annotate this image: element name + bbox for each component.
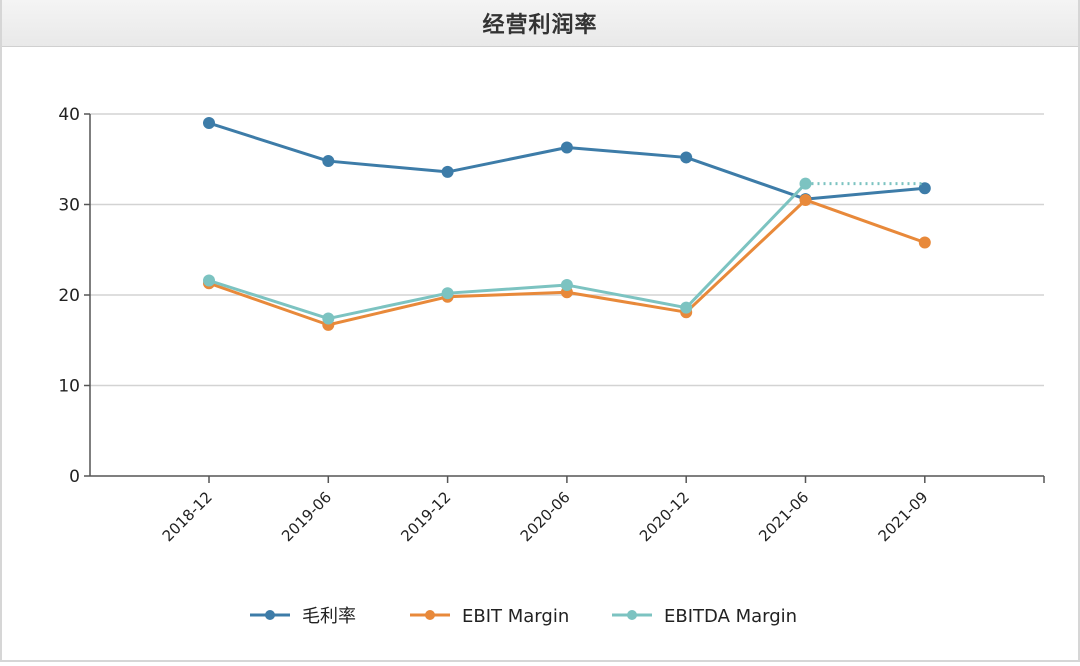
series-line: [208, 198, 926, 327]
legend-swatch-marker: [627, 610, 637, 620]
data-point: [680, 151, 693, 164]
data-point: [680, 301, 693, 314]
data-point: [203, 117, 215, 130]
data-point: [441, 287, 454, 300]
x-tick-label: 2019-12: [397, 488, 454, 545]
data-point: [322, 312, 335, 325]
legend-label: 毛利率: [302, 606, 356, 627]
data-point: [918, 236, 931, 249]
data-point: [560, 279, 573, 292]
x-tick-label: 2020-06: [517, 488, 574, 545]
legend-swatch-marker: [425, 610, 435, 620]
y-tick-label: 40: [58, 105, 80, 125]
y-tick-label: 20: [58, 286, 80, 306]
x-tick-label: 2021-06: [755, 488, 812, 545]
x-tick-label: 2020-12: [636, 488, 693, 545]
legend-swatch-marker: [265, 610, 275, 620]
series-line: [208, 182, 807, 321]
data-point: [560, 141, 573, 154]
x-tick-label: 2018-12: [159, 488, 216, 545]
legend-label: EBIT Margin: [462, 606, 569, 627]
panel-header: 经营利润率: [2, 0, 1078, 47]
data-point: [918, 182, 931, 195]
x-tick-label: 2021-09: [875, 488, 932, 545]
legend-label: EBITDA Margin: [664, 606, 797, 627]
data-point: [799, 177, 812, 190]
x-tick-label: 2019-06: [278, 488, 335, 545]
data-point: [441, 165, 454, 178]
series-line: [208, 121, 925, 201]
chart-title: 经营利润率: [482, 13, 598, 38]
y-tick-label: 30: [58, 196, 80, 216]
data-point: [322, 155, 335, 168]
y-tick-label: 10: [58, 377, 80, 397]
data-point: [203, 274, 215, 287]
data-point: [799, 193, 812, 206]
y-tick-label: 0: [69, 467, 80, 487]
